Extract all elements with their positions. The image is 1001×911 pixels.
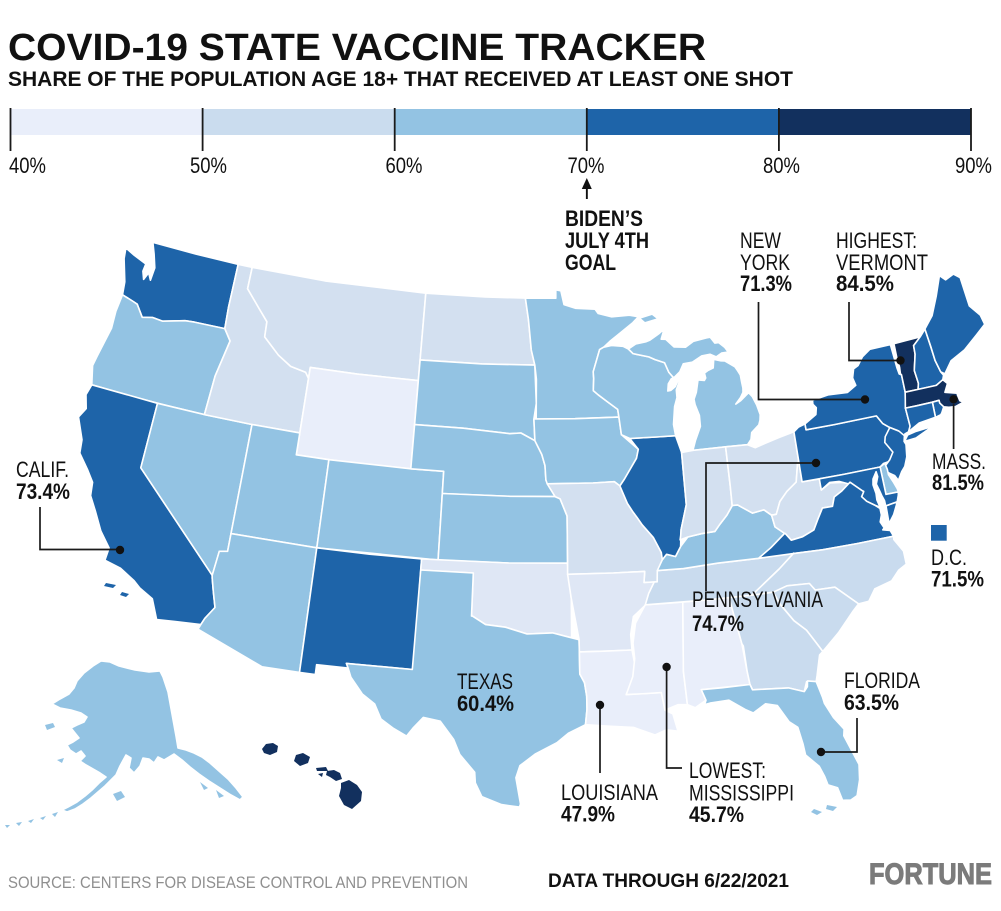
svg-text:BIDEN’S: BIDEN’S [565,206,643,231]
svg-text:47.9%: 47.9% [561,801,615,826]
svg-text:JULY 4TH: JULY 4TH [565,228,649,253]
svg-text:84.5%: 84.5% [836,271,894,296]
svg-text:40%: 40% [9,153,46,178]
svg-text:TEXAS: TEXAS [457,669,513,694]
svg-text:50%: 50% [190,153,227,178]
svg-text:71.3%: 71.3% [740,271,792,296]
svg-text:60.4%: 60.4% [457,691,514,716]
svg-text:CALIF.: CALIF. [16,457,69,482]
svg-text:73.4%: 73.4% [16,479,70,504]
svg-text:D.C.: D.C. [931,545,967,570]
svg-text:PENNSYLVANIA: PENNSYLVANIA [692,587,823,612]
svg-text:71.5%: 71.5% [931,567,984,592]
svg-text:90%: 90% [955,153,992,178]
svg-text:HIGHEST:: HIGHEST: [836,228,917,253]
svg-text:FORTUNE: FORTUNE [869,858,992,891]
svg-text:60%: 60% [386,153,423,178]
svg-text:LOWEST:: LOWEST: [689,758,766,783]
svg-text:DATA THROUGH 6/22/2021: DATA THROUGH 6/22/2021 [548,871,789,892]
svg-text:FLORIDA: FLORIDA [844,668,920,693]
svg-text:YORK: YORK [740,250,790,275]
svg-text:LOUISIANA: LOUISIANA [561,780,658,805]
svg-text:MASS.: MASS. [932,449,986,474]
svg-text:45.7%: 45.7% [689,802,744,827]
svg-text:NEW: NEW [740,228,781,253]
svg-text:63.5%: 63.5% [844,690,899,715]
svg-text:80%: 80% [763,153,800,178]
svg-text:VERMONT: VERMONT [836,250,928,275]
svg-text:81.5%: 81.5% [932,470,984,495]
svg-text:74.7%: 74.7% [692,611,744,636]
svg-text:70%: 70% [568,153,605,178]
svg-text:SOURCE: CENTERS FOR DISEASE CO: SOURCE: CENTERS FOR DISEASE CONTROL AND … [8,874,468,892]
svg-text:MISSISSIPPI: MISSISSIPPI [689,780,794,805]
svg-text:GOAL: GOAL [565,250,616,275]
svg-text:COVID-19 STATE VACCINE TRACKER: COVID-19 STATE VACCINE TRACKER [8,27,706,69]
svg-text:SHARE OF THE POPULATION AGE 18: SHARE OF THE POPULATION AGE 18+ THAT REC… [8,67,793,91]
